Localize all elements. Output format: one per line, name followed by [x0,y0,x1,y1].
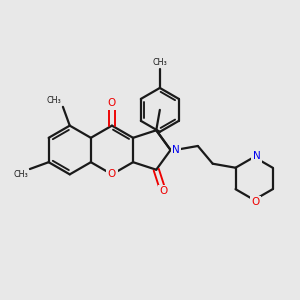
Text: O: O [108,98,116,108]
Text: N: N [253,152,260,161]
Text: N: N [172,145,180,155]
Text: O: O [251,197,260,207]
Text: CH₃: CH₃ [47,96,61,105]
Text: O: O [108,169,116,179]
Text: O: O [159,186,167,196]
Text: CH₃: CH₃ [14,170,28,179]
Text: CH₃: CH₃ [152,58,167,67]
